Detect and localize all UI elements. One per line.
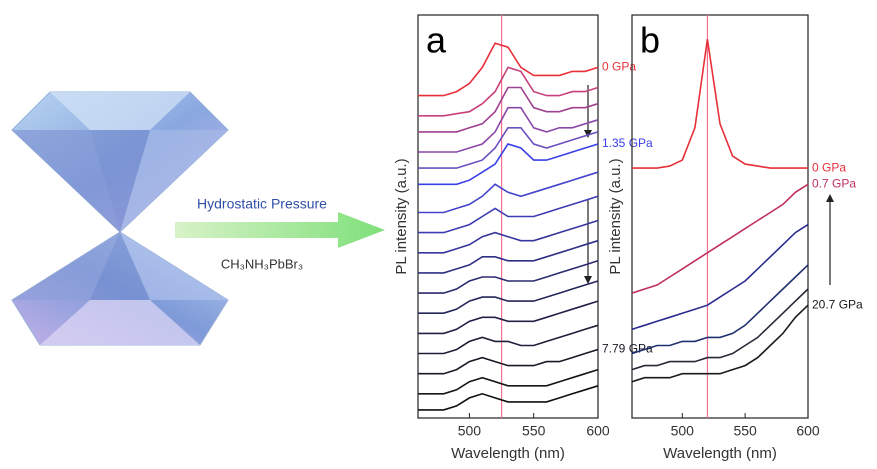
- arrow-label: Hydrostatic Pressure: [197, 196, 327, 212]
- spectrum-line: [632, 39, 808, 169]
- series-label: 1.35 GPa: [602, 136, 653, 150]
- spectrum-line: [631, 288, 809, 371]
- x-tick-label: 500: [458, 423, 482, 439]
- spectrum-line: [418, 368, 599, 395]
- pressure-arrow: [175, 212, 385, 248]
- spectrum-line: [418, 143, 599, 186]
- spectrum-line: [418, 300, 599, 335]
- series-label: 7.79 GPa: [602, 342, 653, 356]
- spectrum-line: [418, 260, 599, 294]
- spectrum-line: [631, 304, 809, 383]
- spectrum-line: [418, 385, 599, 411]
- panel-label: a: [426, 20, 447, 61]
- x-tick-label: 550: [522, 423, 546, 439]
- spectrum-line: [418, 171, 599, 214]
- series-label: 0.7 GPa: [812, 176, 856, 190]
- plot-frame: [417, 14, 599, 419]
- spectrum-line: [631, 223, 809, 331]
- spectrum-line: [631, 183, 809, 294]
- spectrum-line: [418, 219, 599, 254]
- compound-label: CH₃NH₃PbBr₃: [221, 256, 303, 271]
- series-label: 0 GPa: [812, 160, 846, 174]
- spectrum-line: [631, 264, 809, 355]
- panel-label: b: [640, 20, 660, 61]
- y-axis-title: PL intensity (a.u.): [393, 158, 410, 274]
- x-axis-title: Wavelength (nm): [451, 445, 565, 462]
- x-tick-label: 600: [586, 423, 610, 439]
- spectrum-line: [418, 195, 599, 234]
- spectrum-line: [418, 66, 599, 117]
- spectrum-line: [418, 239, 599, 274]
- x-tick-label: 600: [796, 423, 820, 439]
- spectrum-line: [418, 86, 599, 133]
- spectrum-line: [418, 280, 599, 314]
- y-axis-title: PL intensity (a.u.): [607, 158, 624, 274]
- spectrum-line: [418, 42, 599, 97]
- x-tick-label: 550: [733, 423, 757, 439]
- spectrum-line: [418, 348, 599, 375]
- series-label: 20.7 GPa: [812, 297, 863, 311]
- x-tick-label: 500: [671, 423, 695, 439]
- plot-frame: [631, 14, 809, 419]
- series-label: 0 GPa: [602, 60, 636, 74]
- spectrum-line: [418, 106, 599, 153]
- spectrum-line: [418, 324, 599, 355]
- diamond-illustration: [11, 91, 229, 346]
- x-axis-title: Wavelength (nm): [663, 445, 777, 462]
- spectrum-line: [418, 127, 599, 169]
- pressure-arrows: [584, 85, 834, 285]
